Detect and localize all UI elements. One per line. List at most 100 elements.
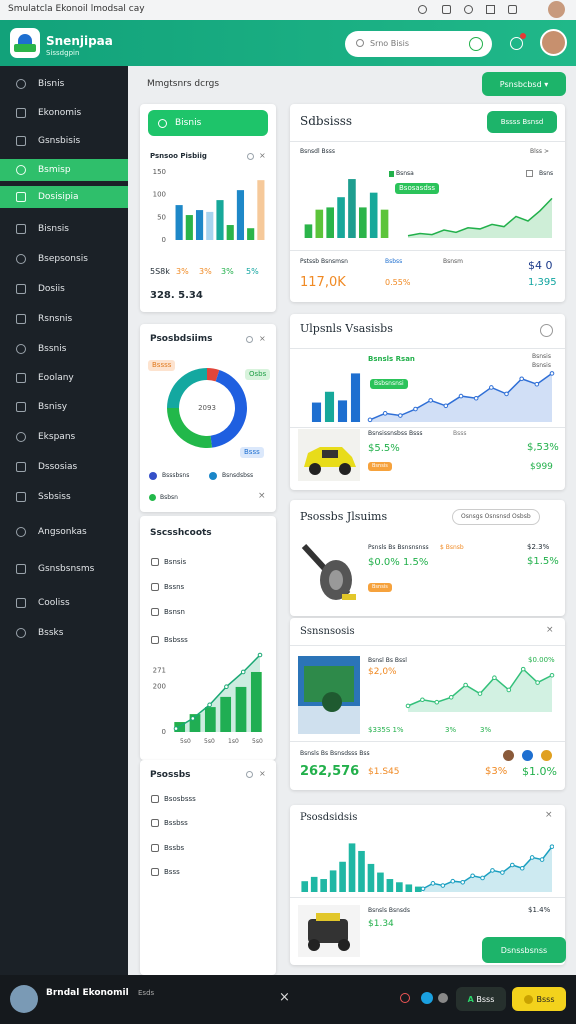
nav-item[interactable]: Ssbsiss: [0, 486, 128, 508]
marker: [535, 680, 540, 685]
nav-item[interactable]: Gsnsbisis: [0, 130, 128, 152]
close-icon[interactable]: ×: [546, 625, 554, 635]
icon[interactable]: [246, 771, 253, 778]
marker: [448, 695, 454, 700]
icon[interactable]: [421, 992, 433, 1004]
nav-item[interactable]: Bsmisp: [0, 159, 128, 181]
bar: [377, 872, 384, 892]
icon[interactable]: [486, 5, 495, 14]
marker: [473, 395, 479, 401]
close-icon[interactable]: ×: [259, 769, 266, 778]
card-button[interactable]: Bisnis: [148, 110, 268, 136]
nav-item[interactable]: Bisnsis: [0, 218, 128, 240]
close-icon[interactable]: ×: [258, 491, 266, 501]
icon[interactable]: [438, 993, 448, 1003]
nav-item[interactable]: Cooliss: [0, 592, 128, 614]
product-button[interactable]: Bsnsis: [368, 462, 392, 471]
card-button[interactable]: Dsnssbsnss: [482, 937, 566, 963]
bar: [236, 190, 245, 240]
nav-item[interactable]: Rsnsnis: [0, 308, 128, 330]
nav-item[interactable]: Bssnis: [0, 338, 128, 360]
icon[interactable]: [442, 5, 451, 14]
main-button[interactable]: Psnsbcbsd ▾: [482, 72, 566, 96]
x-tick-label: 5s0: [204, 738, 215, 745]
nav-label: Ssbsiss: [38, 492, 71, 502]
y-tick-label: 271: [153, 667, 166, 675]
label: Bsnsis: [532, 353, 551, 360]
bar: [175, 205, 183, 240]
icon[interactable]: [540, 324, 553, 337]
button-label: Bssss Bsnsd: [500, 118, 544, 126]
total: 328. 5.34: [150, 290, 203, 301]
divider: [290, 348, 565, 349]
card: [140, 104, 276, 312]
close-icon[interactable]: ×: [259, 334, 266, 343]
marker: [420, 886, 426, 892]
card-button[interactable]: Bssss Bsnsd: [487, 111, 557, 133]
donut-chart: 2093: [167, 368, 247, 448]
bar: [185, 215, 193, 240]
product-button[interactable]: Bsnsis: [368, 583, 392, 592]
chart: 150 100 50 0: [153, 168, 265, 244]
notification-dot: [520, 33, 526, 39]
icon[interactable]: [246, 336, 253, 343]
nav-icon: [16, 284, 26, 294]
notification-icon[interactable]: [510, 37, 523, 50]
nav-item[interactable]: Dosiis: [0, 278, 128, 300]
donut-slice: [167, 408, 213, 448]
list-icon: [151, 608, 159, 616]
nav-item[interactable]: Bisnis: [0, 73, 128, 95]
list-item: Bsosbsss: [164, 795, 196, 803]
avatar: [522, 750, 533, 761]
nav-item[interactable]: Ekonomis: [0, 102, 128, 124]
marker: [405, 703, 411, 709]
nav-item[interactable]: Gsnsbsnsms: [0, 558, 128, 580]
card-title: Ulpsnls Vsasisbs: [300, 322, 393, 335]
icon[interactable]: [418, 5, 427, 14]
list-icon: [151, 558, 159, 566]
marker: [240, 669, 246, 675]
avatar[interactable]: [548, 1, 565, 18]
filter-pill[interactable]: Osnsgs Osnsnsd Osbsb: [452, 509, 540, 525]
tag: Osbs: [245, 369, 271, 380]
bar: [367, 863, 375, 892]
icon[interactable]: [508, 5, 517, 14]
nav-item[interactable]: Bssks: [0, 622, 128, 644]
close-icon[interactable]: ×: [279, 990, 290, 1005]
nav-item[interactable]: Bsnisy: [0, 396, 128, 418]
nav-icon: [16, 564, 26, 574]
link[interactable]: Blss >: [530, 148, 549, 155]
icon[interactable]: [247, 153, 254, 160]
marker: [382, 411, 388, 416]
checkbox[interactable]: [526, 170, 533, 177]
nav-item[interactable]: Dosisipia: [0, 186, 128, 208]
list-icon: [151, 868, 159, 876]
price: $0.00%: [528, 656, 555, 664]
nav-item[interactable]: Dssosias: [0, 456, 128, 478]
nav-item[interactable]: Angsonkas: [0, 521, 128, 543]
nav-icon: [16, 344, 26, 354]
icon[interactable]: [464, 5, 473, 14]
nav-item[interactable]: Bsepsonsis: [0, 248, 128, 270]
footer-button[interactable]: A Bsss: [456, 987, 506, 1011]
bar: [220, 696, 232, 732]
bar: [206, 211, 214, 240]
close-icon[interactable]: ×: [545, 810, 553, 820]
divider: [290, 250, 565, 251]
product-image: [298, 905, 360, 957]
footer-button[interactable]: Bsss: [512, 987, 566, 1011]
brand-sub: Sissdgpin: [46, 49, 80, 57]
bar: [257, 180, 265, 240]
avatar[interactable]: [540, 29, 567, 56]
logo: [10, 28, 40, 58]
tag: Bssss: [148, 360, 176, 371]
divider: [290, 141, 565, 142]
nav-item[interactable]: Ekspans: [0, 426, 128, 448]
close-icon[interactable]: ×: [259, 151, 266, 160]
nav-item[interactable]: Eoolany: [0, 367, 128, 389]
nav-icon: [16, 402, 26, 412]
search-button[interactable]: [469, 37, 483, 51]
search-box[interactable]: [345, 31, 492, 57]
icon[interactable]: [400, 993, 410, 1003]
card-title: Ssnsnsosis: [300, 626, 355, 637]
